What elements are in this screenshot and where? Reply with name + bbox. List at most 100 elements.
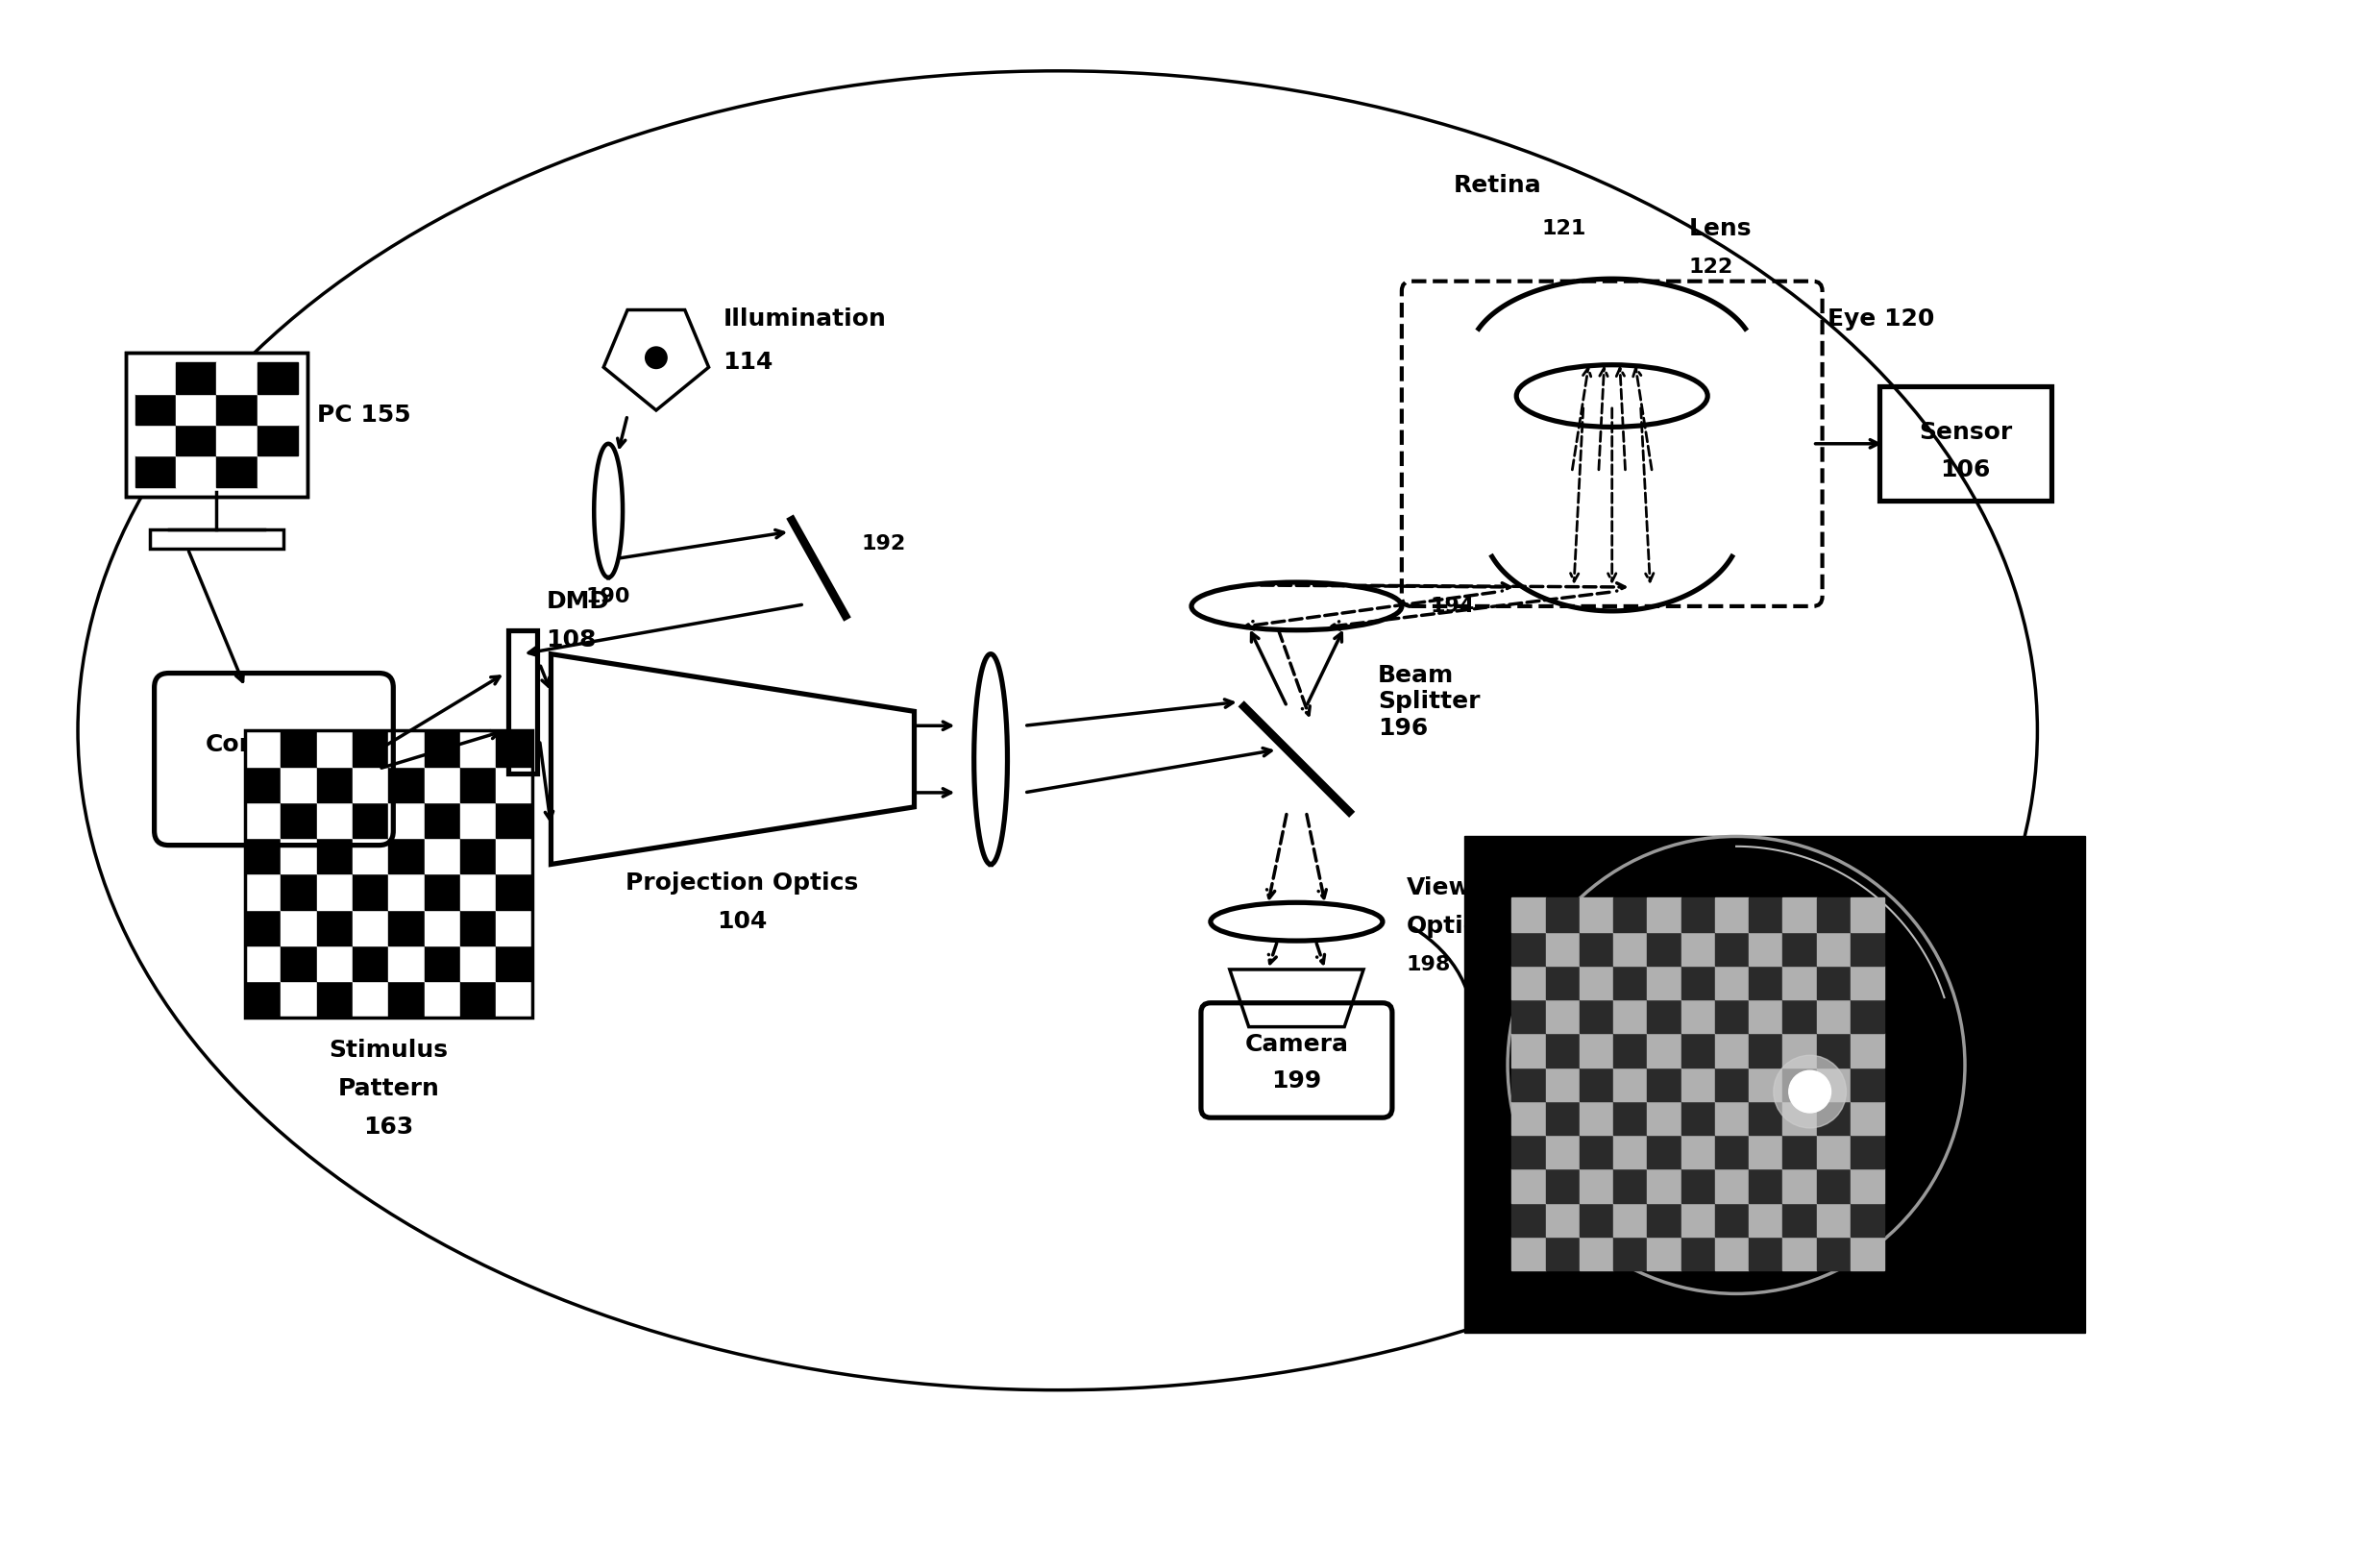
Bar — [1716, 999, 1749, 1033]
Bar — [281, 981, 317, 1018]
Bar — [1716, 931, 1749, 965]
Text: Stimulus: Stimulus — [328, 1040, 447, 1063]
Bar — [388, 910, 424, 945]
Bar — [257, 456, 298, 487]
Bar — [424, 945, 459, 981]
Bar — [1545, 1033, 1580, 1067]
Text: Retina: Retina — [1454, 175, 1542, 196]
Bar — [245, 945, 281, 981]
Text: Optics: Optics — [1407, 914, 1492, 937]
Bar — [1614, 897, 1647, 931]
Bar — [1545, 1101, 1580, 1135]
Bar — [1816, 1202, 1852, 1236]
Bar — [1647, 897, 1680, 931]
Text: Sensor: Sensor — [1918, 421, 2013, 444]
Bar — [136, 393, 176, 424]
Bar — [1816, 931, 1852, 965]
Bar — [495, 838, 531, 874]
Bar — [1511, 965, 1545, 999]
Bar — [424, 910, 459, 945]
Bar — [1647, 965, 1680, 999]
Bar — [1545, 1170, 1580, 1202]
Bar — [281, 730, 317, 766]
Bar — [257, 393, 298, 424]
Bar — [317, 803, 352, 838]
Circle shape — [645, 347, 669, 370]
Bar — [176, 456, 217, 487]
Bar — [1816, 1135, 1852, 1170]
Bar — [459, 838, 495, 874]
Bar — [317, 945, 352, 981]
Bar — [495, 910, 531, 945]
Bar — [424, 730, 459, 766]
Text: 190: 190 — [585, 586, 631, 606]
Bar — [136, 362, 176, 393]
Bar — [495, 803, 531, 838]
Bar — [424, 838, 459, 874]
Bar — [1816, 965, 1852, 999]
Bar — [150, 529, 283, 549]
Bar — [352, 766, 388, 803]
Bar — [1580, 1101, 1614, 1135]
Bar — [459, 945, 495, 981]
Bar — [424, 803, 459, 838]
Bar — [1464, 835, 2085, 1332]
Bar — [1749, 1135, 1783, 1170]
Bar — [1852, 1101, 1885, 1135]
Bar — [1647, 1202, 1680, 1236]
Bar — [245, 838, 281, 874]
Bar — [317, 730, 352, 766]
Circle shape — [1773, 1055, 1847, 1128]
Bar — [495, 730, 531, 766]
Bar — [1647, 1033, 1680, 1067]
Bar — [1783, 1067, 1816, 1101]
Bar — [1680, 897, 1716, 931]
Bar — [245, 874, 281, 910]
Bar — [257, 424, 298, 456]
Bar — [1680, 1067, 1716, 1101]
Bar — [495, 874, 531, 910]
Bar — [1852, 1033, 1885, 1067]
Bar — [1545, 999, 1580, 1033]
Bar — [1716, 1236, 1749, 1270]
FancyBboxPatch shape — [126, 353, 307, 497]
Bar — [245, 730, 531, 1018]
Bar — [1716, 1202, 1749, 1236]
Bar — [1545, 897, 1580, 931]
Bar — [176, 424, 217, 456]
Bar — [495, 766, 531, 803]
Bar — [1580, 931, 1614, 965]
Bar — [352, 730, 388, 766]
Text: 114: 114 — [724, 351, 774, 374]
Bar — [1749, 897, 1783, 931]
Bar — [388, 766, 424, 803]
Bar — [1511, 1135, 1545, 1170]
Bar — [245, 910, 281, 945]
Bar — [245, 803, 281, 838]
Bar — [1614, 1202, 1647, 1236]
Bar — [352, 803, 388, 838]
Bar — [136, 456, 176, 487]
Bar — [459, 910, 495, 945]
Text: DMD: DMD — [547, 589, 609, 613]
Bar — [217, 362, 257, 393]
Bar — [1716, 1067, 1749, 1101]
Bar — [1816, 897, 1852, 931]
Bar — [1580, 1202, 1614, 1236]
Text: 104: 104 — [716, 910, 766, 933]
Text: 122: 122 — [1687, 257, 1733, 277]
Bar — [281, 945, 317, 981]
Bar — [245, 981, 281, 1018]
Bar — [1511, 897, 1545, 931]
Bar — [1749, 931, 1783, 965]
Bar — [1511, 931, 1545, 965]
Bar — [1647, 1067, 1680, 1101]
Bar — [257, 362, 298, 393]
Bar — [1647, 1236, 1680, 1270]
Bar — [1647, 1170, 1680, 1202]
Bar — [1680, 1101, 1716, 1135]
Bar — [1680, 999, 1716, 1033]
Bar — [1580, 1033, 1614, 1067]
Text: Pattern: Pattern — [338, 1077, 440, 1100]
Bar — [1783, 999, 1816, 1033]
